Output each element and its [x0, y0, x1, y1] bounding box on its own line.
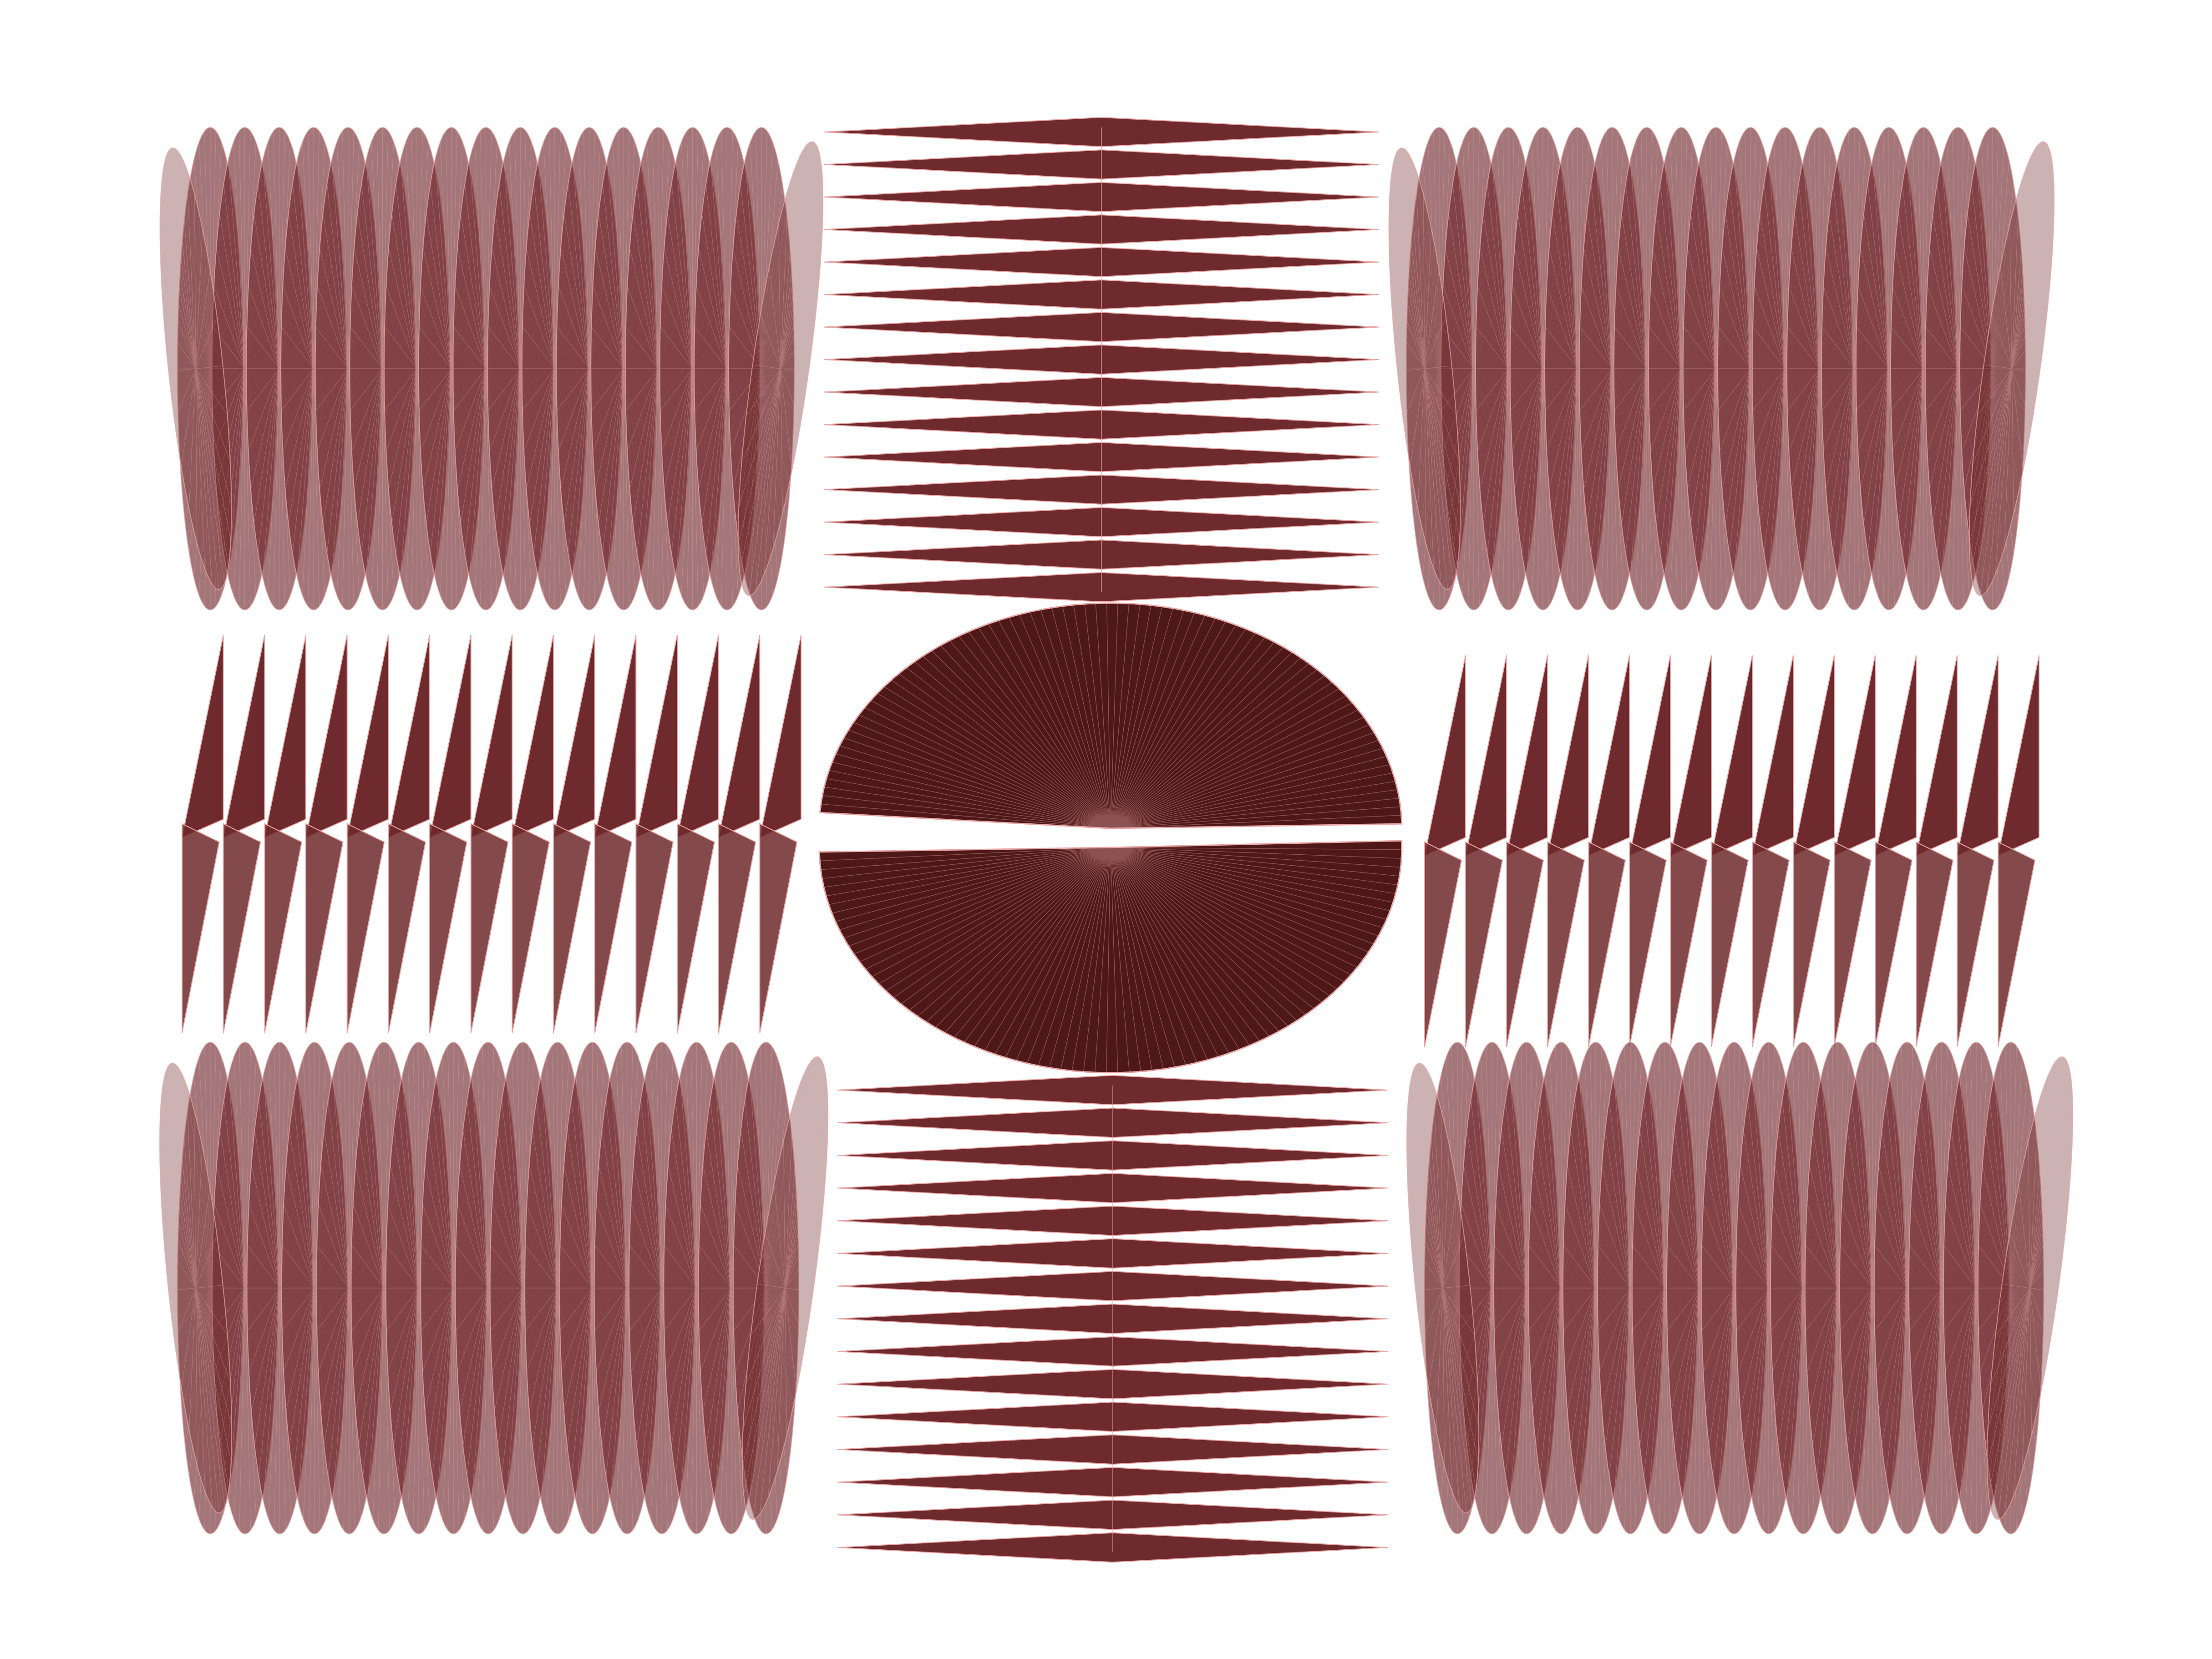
spike-fan-up	[594, 634, 637, 838]
panel-top-center	[823, 117, 1380, 603]
spike-fan-down	[553, 823, 591, 1034]
ellipse-fan	[737, 141, 824, 596]
spike-fan-down	[1793, 841, 1831, 1047]
ellipse-fan-left-tilted	[1388, 147, 1461, 590]
spike-fan-down	[182, 823, 220, 1034]
ellipse-fan	[1388, 147, 1461, 590]
ellipse-fan	[159, 1062, 233, 1514]
ellipse-fan	[1959, 127, 2026, 610]
ellipse-fan	[159, 147, 232, 590]
spike-fan-up	[1751, 655, 1794, 857]
spike-fan-down	[1465, 841, 1503, 1047]
spike-fan-down	[223, 823, 261, 1034]
spike-fan-down	[388, 823, 426, 1034]
spike-fan-up	[635, 634, 678, 838]
ellipse-fan-right-tilted	[1968, 141, 2055, 596]
spike-fan-down	[635, 823, 674, 1034]
spike-fan-up	[305, 634, 348, 838]
panel-bottom-left	[159, 1042, 829, 1534]
ellipse-fan-right-tilted	[737, 141, 824, 596]
spike-fan-up	[718, 634, 761, 838]
ellipse-fan-left-tilted	[159, 147, 232, 590]
spike-fan-up	[1915, 655, 1958, 857]
spike-fan-down	[1834, 841, 1872, 1047]
spike-fan-up	[1792, 655, 1835, 857]
spike-fan-up	[1956, 655, 1999, 857]
spike-fan-up	[1588, 655, 1630, 857]
spike-fan-up	[1547, 655, 1589, 857]
spike-fan-up	[1710, 655, 1753, 857]
spike-fan-up	[1506, 655, 1548, 857]
spike-fan-down	[1875, 841, 1913, 1047]
spike-fan-down	[429, 823, 467, 1034]
spike-fan-up	[346, 634, 389, 838]
spike-fan-down	[346, 823, 385, 1034]
spike-fan-up	[223, 634, 265, 838]
center-fan-lower	[818, 840, 1403, 1074]
spike-fan-up	[470, 634, 513, 838]
spike-fan-up	[1833, 655, 1876, 857]
ellipse-fan-right-tilted	[1986, 1056, 2074, 1520]
spike-fan-down	[305, 823, 344, 1034]
ellipse-fan-right-tilted	[741, 1056, 829, 1520]
spike-fan-down	[1711, 841, 1749, 1047]
ellipse-fan	[1406, 1062, 1480, 1514]
spike-fan-up	[429, 634, 472, 838]
spike-fan-down	[470, 823, 509, 1034]
spike-fan-up	[676, 634, 719, 838]
ellipse-fan	[733, 1042, 799, 1534]
ellipse-fan	[1978, 1042, 2044, 1534]
spike-fan-down	[1670, 841, 1708, 1047]
spike-fan-down	[1629, 841, 1667, 1047]
panel-middle-left	[181, 634, 802, 1034]
panel-center	[818, 602, 1403, 1074]
ellipse-fan	[1968, 141, 2055, 596]
spike-fan-up	[1629, 655, 1671, 857]
center-fan-upper	[819, 602, 1403, 829]
spike-fan-down	[718, 823, 756, 1034]
spike-fan-down	[1588, 841, 1626, 1047]
spike-fan-down	[594, 823, 633, 1034]
spike-fan-down	[1547, 841, 1585, 1047]
spike-fan-up	[1669, 655, 1712, 857]
spike-fan-up	[264, 634, 306, 838]
spike-fan-down	[759, 823, 798, 1034]
panel-top-right	[1388, 127, 2055, 610]
ellipse-fan	[1986, 1056, 2074, 1520]
spike-fan-down	[1752, 841, 1790, 1047]
panel-bottom-right	[1406, 1042, 2074, 1534]
spike-fan-up	[1874, 655, 1917, 857]
spike-fan-down	[264, 823, 303, 1034]
spike-fan-down	[1998, 841, 2036, 1047]
spike-fan-up	[759, 634, 802, 838]
ellipse-fan-left-tilted	[159, 1062, 233, 1514]
spike-fan-up	[1997, 655, 2040, 857]
spike-fan-up	[181, 634, 224, 838]
panel-top-left	[159, 127, 824, 610]
ellipse-fan	[741, 1056, 829, 1520]
spike-fan-up	[1424, 655, 1466, 857]
spike-fan-up	[511, 634, 554, 838]
ellipse-fan-left-tilted	[1406, 1062, 1480, 1514]
spike-fan-up	[553, 634, 595, 838]
spike-fan-down	[1506, 841, 1544, 1047]
panel-bottom-center	[837, 1075, 1389, 1563]
ellipse-fan	[728, 127, 795, 610]
spike-fan-down	[1957, 841, 1995, 1047]
spike-fan-up	[1465, 655, 1507, 857]
spike-fan-down	[512, 823, 550, 1034]
panel-middle-right	[1424, 655, 2040, 1047]
spike-fan-down	[677, 823, 715, 1034]
spike-fan-down	[1916, 841, 1954, 1047]
spike-fan-down	[1424, 841, 1462, 1047]
spike-fan-up	[387, 634, 430, 838]
